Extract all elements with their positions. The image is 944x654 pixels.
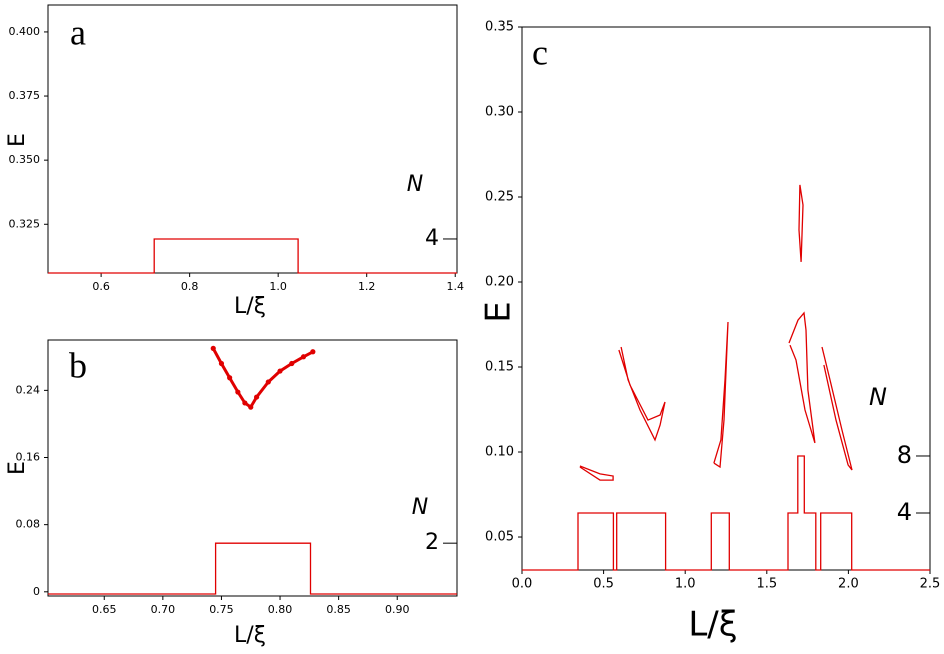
y-tick-label: 0.16 [16, 451, 41, 464]
panel: 0.6 0.8 1.0 1.2 1.4 0.400 0.375 0.350 0.325 4 a L/ξ… [5, 4, 464, 319]
plot-frame [521, 26, 931, 571]
data-point [218, 360, 225, 367]
x-tick-label: 0.90 [385, 603, 410, 616]
x-tick-label: 0.70 [151, 603, 176, 616]
x-tick-label: 0.5 [593, 577, 614, 592]
x-tick-label: 0.80 [268, 603, 293, 616]
panel: 0.65 0.70 0.75 0.80 0.85 0.90 0 0.08 0.16 0.24 2 b L… [5, 339, 458, 648]
y-tick-label: 0.20 [485, 275, 514, 290]
y-tick-label: 0.24 [16, 383, 41, 396]
panel-letter: a [70, 12, 86, 52]
y-tick-label: 0.10 [485, 445, 514, 460]
data-line [579, 465, 614, 481]
y-axis-label: E [5, 133, 30, 147]
data-line [821, 346, 853, 471]
x-tick-label: 1.0 [269, 280, 287, 293]
panel-letter: c [532, 32, 548, 72]
y-tick-label: 0 [33, 585, 40, 598]
x-axis-label: L/ξ [234, 294, 266, 319]
x-tick-label: 0.6 [92, 280, 110, 293]
x-tick-label: 2.5 [920, 577, 941, 592]
panel: 0.0 0.5 1.0 1.5 2.0 2.5 0.05 0.10 0.15 0.20 0.25 0.… [479, 20, 941, 645]
data-line [713, 321, 729, 469]
y2-tick-label: 4 [425, 226, 439, 251]
x-tick-label: 0.8 [181, 280, 199, 293]
y2-tick-label: 8 [897, 441, 912, 469]
data-point [210, 345, 216, 351]
y-tick-label: 0.15 [485, 360, 514, 375]
y-tick-label: 0.35 [485, 20, 514, 35]
x-tick-label: 1.5 [756, 577, 777, 592]
y2-axis-label: N [407, 172, 423, 197]
x-axis-label: L/ξ [688, 605, 737, 645]
data-line [48, 542, 457, 595]
x-axis-label: L/ξ [234, 623, 266, 648]
y2-axis-label: N [869, 383, 887, 411]
data-point [265, 379, 271, 385]
data-point [235, 389, 241, 395]
y-axis-label: E [479, 301, 519, 322]
y2-tick-label: 2 [425, 530, 439, 555]
data-line [522, 455, 930, 571]
x-tick-label: 1.2 [358, 280, 376, 293]
data-point [289, 360, 295, 367]
y-tick-label: 0.350 [9, 153, 41, 166]
x-tick-label: 1.0 [675, 577, 696, 592]
y-tick-label: 0.08 [16, 518, 41, 531]
data-line [618, 346, 666, 442]
data-point [254, 394, 260, 400]
panel-letter: b [69, 345, 87, 385]
x-tick-label: 2.0 [838, 577, 859, 592]
y-axis-label: E [5, 461, 30, 475]
data-point [310, 349, 316, 355]
data-point [248, 404, 254, 410]
x-tick-label: 0.65 [92, 603, 117, 616]
y-tick-label: 0.400 [9, 25, 41, 38]
y2-tick-label: 4 [897, 498, 912, 526]
y2-axis-label: N [412, 495, 428, 520]
y-tick-label: 0.25 [485, 190, 514, 205]
y-tick-label: 0.05 [485, 530, 514, 545]
data-point [300, 354, 307, 360]
plot-frame [47, 339, 458, 597]
data-line [798, 184, 804, 262]
x-tick-label: 0.75 [209, 603, 234, 616]
plot-frame [47, 4, 458, 274]
data-point [242, 400, 248, 406]
y-tick-label: 0.30 [485, 105, 514, 120]
data-line [788, 311, 816, 444]
data-line [48, 238, 457, 274]
y-tick-label: 0.325 [9, 217, 41, 230]
x-tick-label: 0.85 [326, 603, 351, 616]
data-point [227, 375, 233, 381]
x-tick-label: 1.4 [446, 280, 464, 293]
x-tick-label: 0.0 [512, 577, 533, 592]
y-tick-label: 0.375 [9, 89, 41, 102]
data-point [277, 368, 283, 374]
